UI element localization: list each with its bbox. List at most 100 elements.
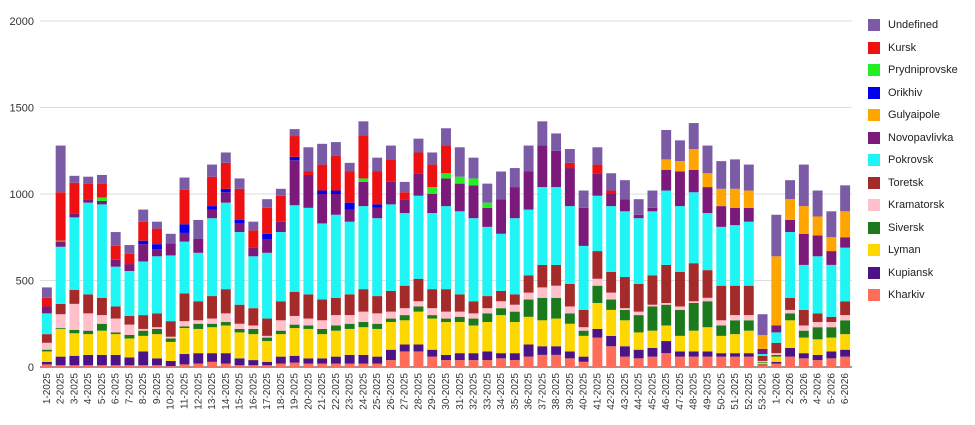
bar-segment <box>716 226 727 286</box>
bar-segment <box>330 325 341 331</box>
bar-segment <box>757 360 768 362</box>
bar-segment <box>564 206 575 284</box>
bar-segment <box>785 320 796 348</box>
bar-segment <box>661 190 672 265</box>
bar-segment <box>716 356 727 367</box>
legend-label: Toretsk <box>888 176 924 189</box>
bar-segment <box>399 315 410 321</box>
bar-segment <box>303 171 314 175</box>
bar-segment <box>317 328 328 335</box>
bar-segment <box>69 303 80 330</box>
x-tick-label: 12-2025 <box>193 373 204 410</box>
bar-segment <box>716 206 727 227</box>
bar-segment <box>716 285 727 321</box>
bar-segment <box>179 364 190 367</box>
bar-segment <box>152 221 162 229</box>
bar-segment <box>592 251 603 279</box>
bar-segment <box>468 178 479 186</box>
bar-segment <box>757 362 768 365</box>
bar-segment <box>110 232 121 246</box>
bar-segment <box>661 159 672 170</box>
bar-segment <box>427 356 438 367</box>
bar-segment <box>220 188 231 193</box>
bar-segment <box>248 325 259 329</box>
bar-segment <box>771 342 782 354</box>
bar-segment <box>702 356 713 367</box>
bar-segment <box>647 207 658 212</box>
bar-segment <box>165 321 176 337</box>
bar-segment <box>220 325 231 354</box>
bar-segment <box>124 270 135 316</box>
bar-segment <box>688 169 699 193</box>
bar-segment <box>702 297 713 302</box>
bar-segment <box>454 176 465 184</box>
bar-segment <box>289 315 300 325</box>
bar-segment <box>152 244 162 250</box>
bar-segment <box>152 365 162 367</box>
x-tick-label: 37-2025 <box>537 373 548 410</box>
bar-segment <box>55 314 66 329</box>
bar-segment <box>523 145 534 172</box>
bar-segment <box>606 309 617 336</box>
bar-segment <box>619 308 630 310</box>
bar-segment <box>812 190 823 217</box>
bar-segment <box>138 330 149 336</box>
bar-segment <box>96 174 107 184</box>
y-tick-label: 1000 <box>10 189 34 201</box>
bar-segment <box>564 149 575 163</box>
stacked-bar-chart: 0 500 1000 1500 2000 1-2025 2-2025 3-2025 4-2025… <box>10 16 852 410</box>
bar-segment <box>633 311 644 316</box>
y-tick-label: 1500 <box>10 103 34 115</box>
bar-segment <box>743 353 754 357</box>
bar-segment <box>83 199 94 203</box>
bar-segment <box>110 318 121 333</box>
bar-segment <box>619 180 630 200</box>
bar-segment <box>702 213 713 271</box>
bar-segment <box>303 174 314 208</box>
bar-segment <box>454 316 465 323</box>
bar-segment <box>152 249 162 257</box>
bar-segment <box>468 353 479 361</box>
x-tick-label: 46-2025 <box>661 373 672 410</box>
bar-segment <box>193 353 204 364</box>
bar-segment <box>385 322 396 350</box>
bar-segment <box>551 150 562 188</box>
legend-item: Lyman <box>868 239 958 262</box>
bar-segment <box>344 202 355 210</box>
bar-segment <box>413 306 424 312</box>
bar-segment <box>675 351 685 357</box>
bar-segment <box>55 246 66 304</box>
bar-segment <box>358 206 369 290</box>
bar-segment <box>372 328 383 357</box>
bar-segment <box>812 322 823 328</box>
bar-segment <box>730 285 740 316</box>
bar-segment <box>730 188 740 208</box>
bar-segment <box>482 308 493 314</box>
x-tick-label: 50-2025 <box>716 373 727 410</box>
bar-segment <box>275 330 286 335</box>
bar-segment <box>124 253 135 265</box>
bar-segment <box>275 232 286 302</box>
bar-segment <box>303 318 314 326</box>
bar-segment <box>441 322 451 355</box>
bar-segment <box>427 308 438 316</box>
bar-segment <box>69 213 80 218</box>
bar-segment <box>234 232 245 305</box>
bar-segment <box>262 318 273 336</box>
bar-segment <box>771 332 782 343</box>
bar-segment <box>771 353 782 355</box>
bar-segment <box>399 285 410 309</box>
bar-segment <box>55 328 66 329</box>
bar-segment <box>358 322 369 328</box>
bar-segment <box>207 176 217 207</box>
bar-segment <box>317 143 328 165</box>
bar-segment <box>551 133 562 151</box>
bar-segment <box>702 327 713 352</box>
bar-segment <box>619 211 630 278</box>
x-tick-label: 42-2025 <box>606 373 617 410</box>
bar-segment <box>385 204 396 291</box>
bar-segment <box>138 351 149 366</box>
bar-segment <box>840 301 851 316</box>
bar-segment <box>413 278 424 302</box>
bar-segment <box>812 256 823 314</box>
